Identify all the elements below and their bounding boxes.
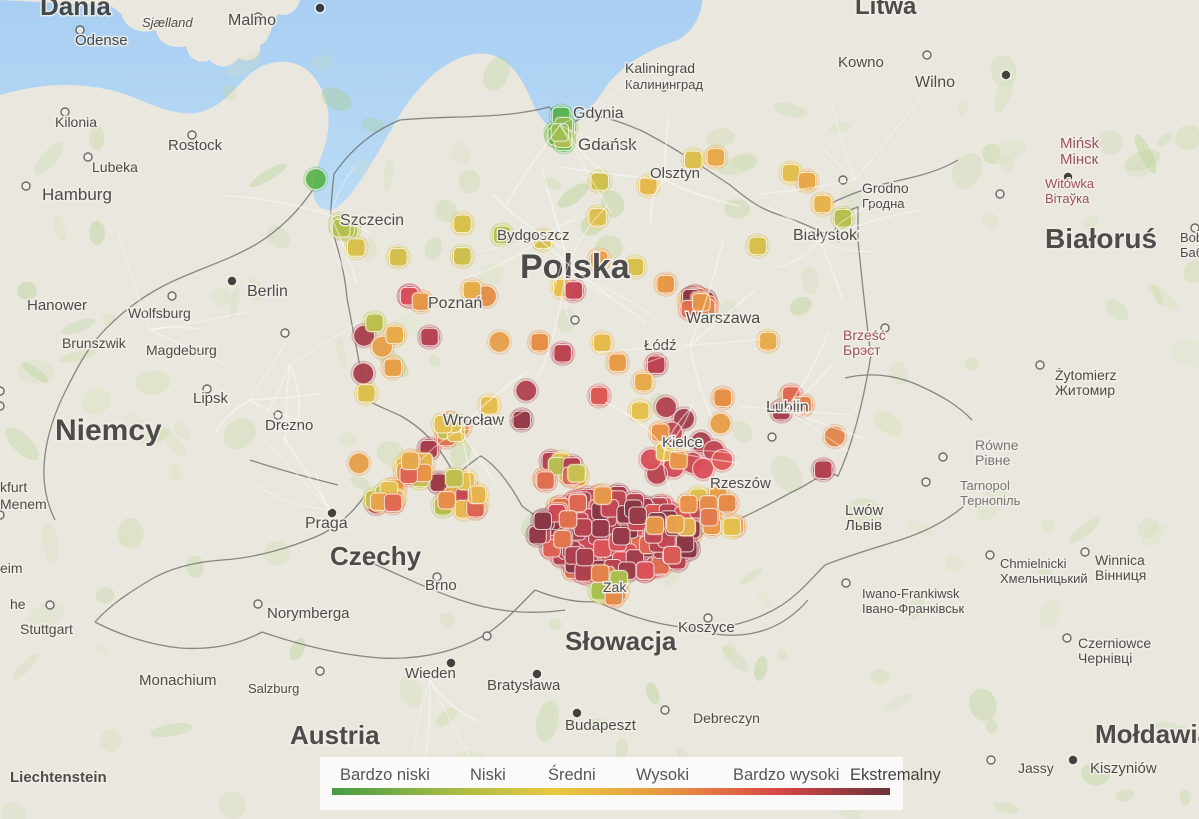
svg-text:Odense: Odense [75, 32, 128, 49]
svg-text:Чернівці: Чернівці [1078, 650, 1132, 666]
svg-text:Monachium: Monachium [139, 672, 217, 689]
svg-text:Hamburg: Hamburg [42, 185, 112, 204]
svg-text:Kilonia: Kilonia [55, 114, 97, 130]
svg-text:Wieden: Wieden [405, 665, 456, 682]
svg-text:Menem: Menem [0, 496, 47, 512]
svg-text:Вінниця: Вінниця [1095, 567, 1146, 583]
svg-text:Ekstremalny: Ekstremalny [850, 766, 942, 784]
svg-text:Рівне: Рівне [975, 452, 1011, 468]
svg-text:Bardzo wysoki: Bardzo wysoki [733, 766, 839, 784]
svg-text:Czerniowce: Czerniowce [1078, 635, 1151, 651]
svg-text:Iwano-Frankiwsk: Iwano-Frankiwsk [862, 586, 960, 601]
svg-text:Івано-Франківськ: Івано-Франківськ [862, 601, 964, 616]
svg-text:Austria: Austria [290, 720, 380, 750]
svg-text:Niemcy: Niemcy [55, 414, 162, 447]
svg-text:Kaliningrad: Kaliningrad [625, 60, 695, 76]
svg-text:Wolfsburg: Wolfsburg [128, 305, 191, 321]
svg-text:Malmo: Malmo [228, 12, 276, 29]
svg-text:Sjælland: Sjælland [142, 15, 193, 30]
svg-text:Białoruś: Białoruś [1045, 223, 1157, 254]
svg-text:Lubeka: Lubeka [92, 159, 138, 175]
svg-text:he: he [10, 596, 26, 612]
svg-text:Brześć: Brześć [843, 327, 886, 343]
svg-text:Szczecin: Szczecin [340, 212, 404, 229]
svg-text:eim: eim [0, 560, 23, 576]
svg-text:Львів: Львів [845, 517, 882, 534]
svg-text:Вітаўка: Вітаўка [1045, 191, 1090, 206]
svg-text:Gdańsk: Gdańsk [578, 135, 637, 154]
svg-text:Koszyce: Koszyce [678, 619, 735, 636]
svg-text:Lipsk: Lipsk [193, 390, 229, 407]
svg-text:Salzburg: Salzburg [248, 681, 299, 696]
svg-text:Żytomierz: Żytomierz [1055, 366, 1116, 383]
svg-text:Бабр: Бабр [1180, 245, 1199, 260]
svg-text:Bardzo niski: Bardzo niski [340, 766, 430, 784]
svg-text:Rostock: Rostock [168, 137, 223, 154]
svg-text:Житомир: Житомир [1055, 382, 1115, 398]
svg-text:Litwa: Litwa [855, 0, 917, 20]
svg-text:Bratysława: Bratysława [487, 677, 561, 694]
svg-text:Тернопіль: Тернопіль [960, 493, 1021, 508]
svg-text:Мінск: Мінск [1060, 151, 1099, 168]
svg-text:Stuttgart: Stuttgart [20, 621, 73, 637]
svg-text:Witówka: Witówka [1045, 176, 1095, 191]
svg-text:kfurt: kfurt [0, 479, 27, 495]
svg-text:Калининград: Калининград [625, 77, 703, 92]
svg-text:Wysoki: Wysoki [636, 766, 689, 784]
svg-text:Mołdawia: Mołdawia [1095, 719, 1199, 749]
svg-text:Winnica: Winnica [1095, 552, 1145, 568]
svg-text:Dania: Dania [40, 0, 111, 21]
svg-text:Гродна: Гродна [862, 196, 905, 211]
svg-text:Kowno: Kowno [838, 54, 884, 71]
svg-text:Bobr: Bobr [1180, 230, 1199, 245]
svg-text:Równe: Równe [975, 437, 1019, 453]
svg-text:Polska: Polska [520, 248, 631, 286]
svg-text:Хмельницький: Хмельницький [1000, 571, 1088, 586]
svg-text:Grodno: Grodno [862, 180, 909, 196]
svg-text:Hanower: Hanower [27, 297, 87, 314]
svg-text:Kiszyniów: Kiszyniów [1090, 760, 1157, 777]
svg-text:Liechtenstein: Liechtenstein [10, 769, 107, 786]
svg-text:Брэст: Брэст [843, 342, 881, 358]
svg-text:Rzeszów: Rzeszów [710, 475, 771, 492]
svg-text:Niski: Niski [470, 766, 506, 784]
svg-text:Zak: Zak [603, 579, 627, 595]
svg-text:Debreczyn: Debreczyn [693, 710, 760, 726]
svg-text:Czechy: Czechy [330, 541, 422, 571]
svg-text:Średni: Średni [548, 765, 596, 784]
svg-text:Wilno: Wilno [915, 74, 955, 91]
svg-text:Kielce: Kielce [662, 434, 703, 451]
svg-text:Jassy: Jassy [1018, 760, 1054, 776]
svg-text:Berlin: Berlin [247, 283, 288, 300]
svg-text:Brno: Brno [425, 577, 457, 594]
svg-text:Tarnopol: Tarnopol [960, 478, 1010, 493]
svg-text:Słowacja: Słowacja [565, 626, 677, 656]
svg-text:Budapeszt: Budapeszt [565, 717, 637, 734]
svg-text:Brunszwik: Brunszwik [62, 335, 127, 351]
svg-text:Norymberga: Norymberga [267, 605, 350, 622]
svg-text:Praga: Praga [305, 515, 348, 532]
svg-text:Chmielnicki: Chmielnicki [1000, 556, 1067, 571]
svg-text:Poznań: Poznań [428, 295, 482, 312]
svg-text:Mińsk: Mińsk [1060, 135, 1100, 152]
